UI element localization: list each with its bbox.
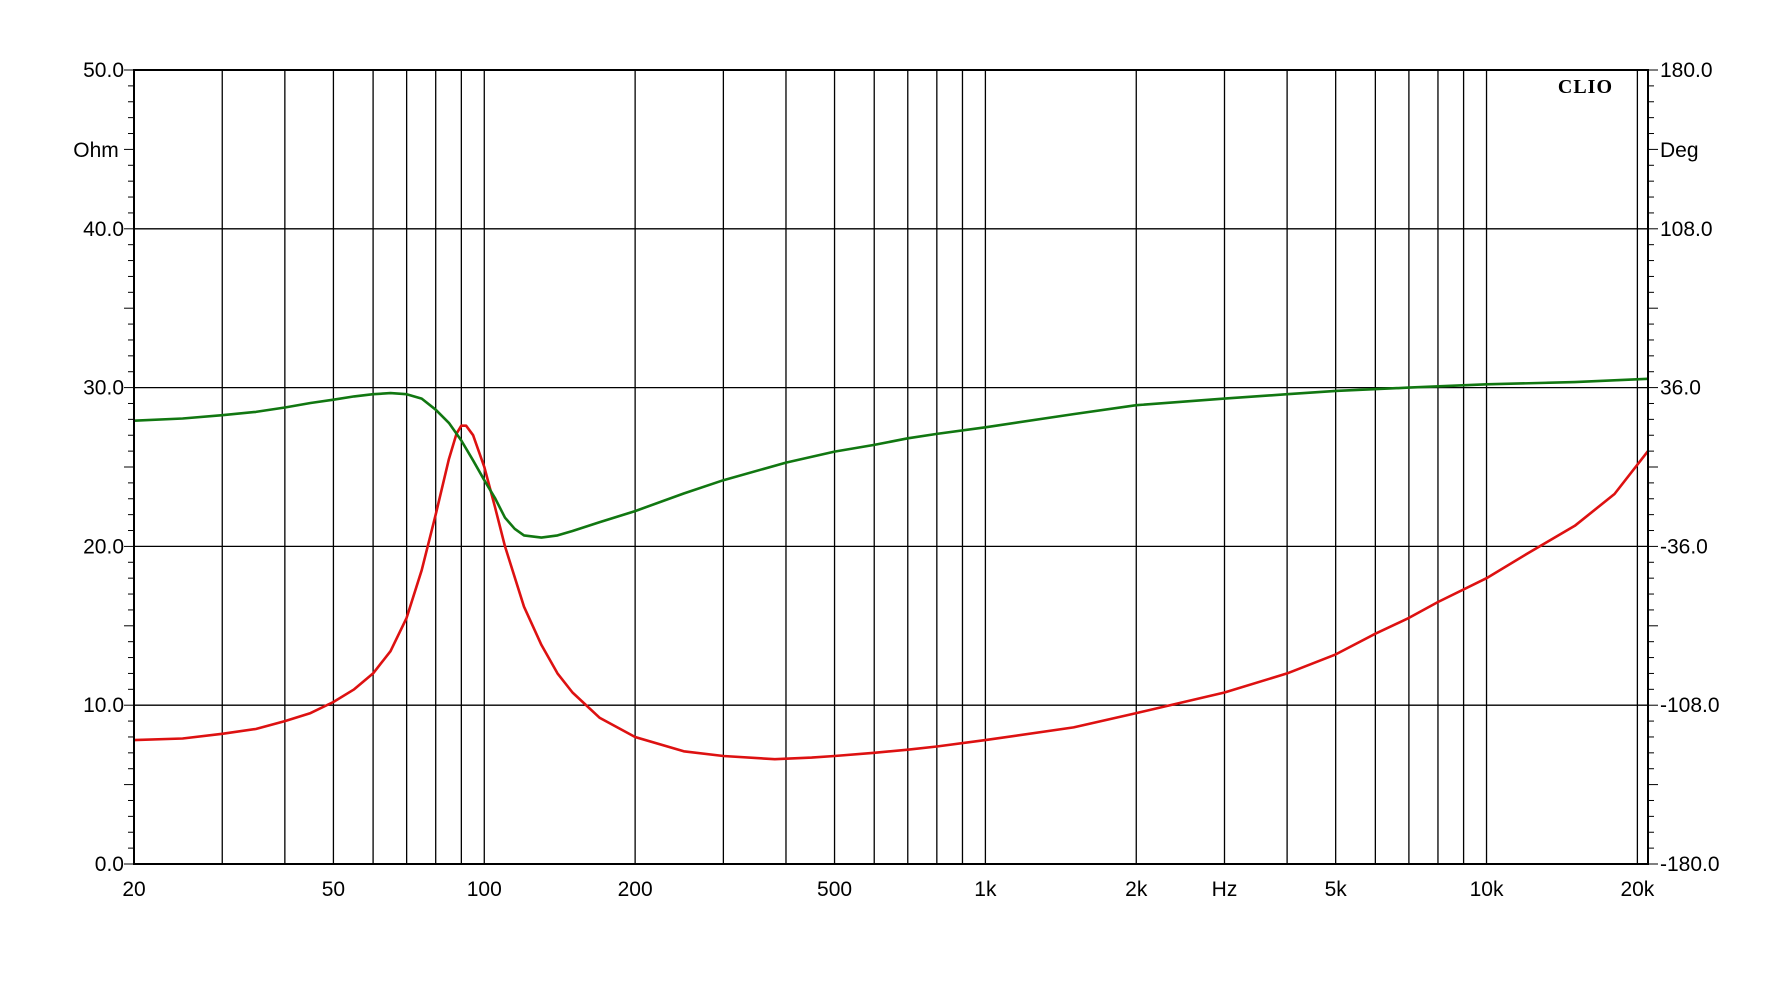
y-right-unit: Deg [1660,139,1699,162]
impedance-curve [133,424,1650,761]
y-right-tick-label: 180.0 [1660,59,1713,82]
y-left-tick-label: 10.0 [83,694,124,717]
plot-border [133,69,1649,865]
x-tick-label: 20 [122,878,145,901]
x-tick-label: Hz [1212,878,1238,901]
plot-frame [124,69,1658,865]
x-tick-label: 100 [467,878,502,901]
curves [133,377,1650,761]
y-left-unit: Ohm [73,139,119,162]
x-tick-label: 5k [1325,878,1348,901]
y-right-tick-label: -36.0 [1660,535,1708,558]
x-tick-label: 2k [1125,878,1148,901]
x-tick-label: 50 [322,878,345,901]
y-left-tick-label: 40.0 [83,218,124,241]
x-tick-label: 10k [1470,878,1504,901]
x-tick-label: 1k [974,878,997,901]
y-right-tick-label: 108.0 [1660,218,1713,241]
y-right-tick-label: 36.0 [1660,377,1701,400]
y-right-tick-label: -108.0 [1660,694,1720,717]
y-left-tick-label: 50.0 [83,59,124,82]
y-left-tick-label: 30.0 [83,377,124,400]
y-left-tick-label: 20.0 [83,535,124,558]
x-tick-label: 500 [817,878,852,901]
grid [133,69,1648,865]
x-tick-label: 20k [1620,878,1654,901]
y-left-tick-label: 0.0 [95,853,124,876]
axis-labels: 0.0 10.0 20.0 30.0 40.0 50.0 -180.0 -108.0 -36.0… [83,59,1719,901]
y-right-tick-label: -180.0 [1660,853,1720,876]
x-tick-label: 200 [618,878,653,901]
brand-logo: CLIO [1558,76,1613,98]
phase-curve [133,377,1649,539]
